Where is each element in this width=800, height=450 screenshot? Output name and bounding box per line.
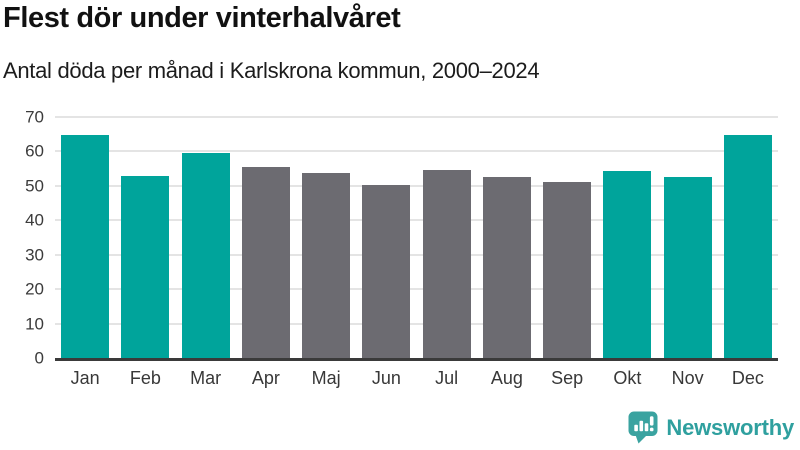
x-tick-label-nov: Nov — [671, 368, 704, 388]
x-tick-label-dec: Dec — [731, 368, 764, 388]
y-tick-label-0: 0 — [34, 348, 44, 368]
y-tick-label-70: 70 — [25, 107, 44, 127]
gridline-50 — [55, 184, 778, 187]
bar-jul — [422, 170, 471, 358]
newsworthy-logo: Newsworthy — [628, 411, 794, 444]
gridline-70 — [55, 116, 778, 118]
gridline-60 — [55, 150, 778, 153]
bar-aug — [482, 176, 531, 358]
x-tick-label-sep: Sep — [551, 368, 584, 388]
bar-sep — [543, 182, 592, 358]
chart-subtitle: Antal döda per månad i Karlskrona kommun… — [3, 58, 540, 83]
gridline-30 — [55, 253, 778, 256]
x-tick-label-apr: Apr — [251, 368, 280, 388]
y-tick-label-10: 10 — [25, 314, 44, 334]
x-tick-label-mar: Mar — [190, 368, 222, 388]
x-tick-label-jan: Jan — [70, 368, 100, 388]
bar-feb — [121, 175, 170, 358]
newsworthy-speech-bubble-bar-chart-icon — [628, 411, 658, 444]
bar-dec — [723, 134, 772, 358]
gridline-10 — [55, 322, 778, 325]
gridline-40 — [55, 219, 778, 222]
x-tick-label-okt: Okt — [613, 368, 642, 388]
bar-okt — [603, 171, 652, 358]
x-tick-label-maj: Maj — [311, 368, 341, 388]
x-tick-label-feb: Feb — [129, 368, 161, 388]
x-tick-label-jul: Jul — [435, 368, 459, 388]
y-tick-label-30: 30 — [25, 245, 44, 265]
chart-title: Flest dör under vinterhalvåret — [3, 2, 401, 34]
y-axis: 0 10 20 30 40 50 60 70 — [0, 109, 44, 367]
bar-jun — [362, 184, 411, 358]
bar-nov — [663, 176, 712, 358]
bar-mar — [181, 152, 230, 358]
bar-apr — [241, 166, 290, 358]
y-tick-label-40: 40 — [25, 210, 44, 230]
x-axis: Jan Feb Mar Apr Maj Jun Jul Aug Sep Okt Nov Dec — [55, 366, 778, 390]
y-tick-label-60: 60 — [25, 141, 44, 161]
newsworthy-wordmark: Newsworthy — [666, 414, 794, 440]
bar-maj — [302, 173, 351, 358]
gridline-20 — [55, 288, 778, 291]
bar-jan — [61, 134, 110, 358]
y-tick-label-20: 20 — [25, 279, 44, 299]
x-tick-label-aug: Aug — [490, 368, 523, 388]
x-tick-label-jun: Jun — [371, 368, 401, 388]
y-tick-label-50: 50 — [25, 176, 44, 196]
plot-area — [55, 116, 778, 361]
